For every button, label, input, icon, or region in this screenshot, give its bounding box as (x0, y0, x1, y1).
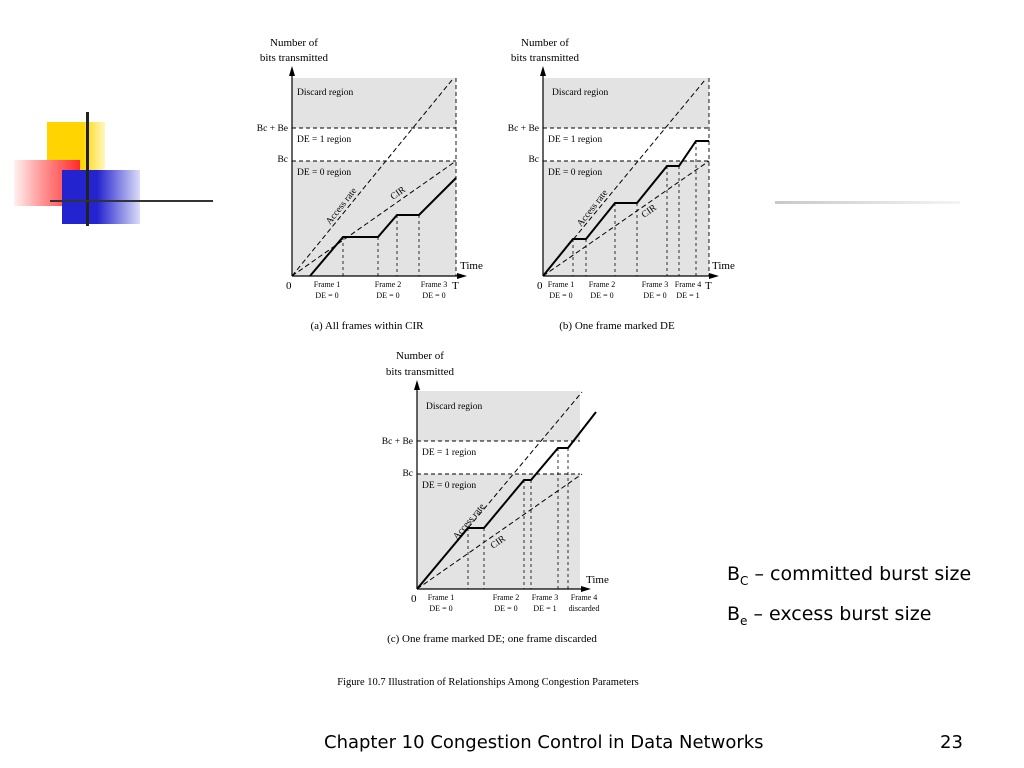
footer-page-number: 23 (940, 732, 963, 753)
panel-a-frame-1-de: DE = 0 (315, 291, 338, 300)
panel-b-cir-line (542, 160, 710, 277)
panel-c-frame-3-name: Frame 3 (532, 593, 558, 602)
panel-c-origin: 0 (411, 593, 417, 605)
legend-bc-text: – committed burst size (748, 563, 972, 585)
panel-a-de1-label: DE = 1 region (297, 135, 351, 145)
panel-a-frame-1-name: Frame 1 (314, 280, 340, 289)
panel-b-ylabel-2: bits transmitted (511, 52, 580, 64)
panel-b-discard-label: Discard region (552, 88, 608, 98)
panel-a-time-label: Time (460, 260, 483, 272)
panel-b-bc-label: Bc (528, 155, 539, 165)
panel-b-frame-3-de: DE = 0 (643, 291, 666, 300)
decor-horizontal-line (50, 200, 213, 202)
panel-c-frame-3-de: DE = 1 (533, 604, 556, 613)
panel-c-frame-1-name: Frame 1 (428, 593, 454, 602)
legend-be-text: – excess burst size (747, 603, 932, 625)
panel-b-de1-region (543, 128, 709, 161)
panel-b-discard-region (543, 78, 709, 128)
decor-blue-square (62, 170, 140, 224)
panel-a-de1-region (292, 128, 456, 161)
panel-c: Number of bits transmitted Discard regio… (382, 350, 609, 645)
panel-b-frame-2-name: Frame 2 (589, 280, 615, 289)
panel-a-access-rate-line (291, 79, 453, 277)
panel-c-caption: (c) One frame marked DE; one frame disca… (387, 633, 597, 645)
panel-a-bc-label: Bc (277, 155, 288, 165)
panel-b-origin: 0 (537, 280, 543, 292)
panel-b-de0-label: DE = 0 region (548, 168, 602, 178)
panel-c-frame-2-de: DE = 0 (494, 604, 517, 613)
panel-b-de1-label: DE = 1 region (548, 135, 602, 145)
panel-c-discard-region (417, 391, 580, 441)
panel-b-bcbe-label: Bc + Be (508, 124, 539, 134)
legend-be-subscript: e (740, 613, 748, 628)
legend-bc-subscript: C (740, 573, 749, 588)
panel-a-frame-3-name: Frame 3 (421, 280, 447, 289)
panel-a-frame-2-name: Frame 2 (375, 280, 401, 289)
panel-a-discard-label: Discard region (297, 88, 353, 98)
panel-b-caption: (b) One frame marked DE (559, 320, 675, 332)
panel-b-frame-1-de: DE = 0 (549, 291, 572, 300)
panel-a-bcbe-label: Bc + Be (257, 124, 288, 134)
panel-a: Number of bits transmitted Discard regio… (257, 37, 483, 332)
panel-c-frame-1-de: DE = 0 (429, 604, 452, 613)
panel-a-caption: (a) All frames within CIR (310, 320, 424, 332)
panel-a-t-label: T (452, 280, 459, 292)
panel-c-de0-region (417, 474, 580, 589)
panel-a-origin: 0 (286, 280, 292, 292)
panel-b-time-label: Time (712, 260, 735, 272)
panel-c-ylabel-2: bits transmitted (386, 366, 455, 378)
panel-a-ylabel-2: bits transmitted (260, 52, 329, 64)
panel-c-bcbe-label: Bc + Be (382, 437, 413, 447)
legend-bc: BC – committed burst size (727, 563, 971, 588)
panel-a-traffic-curve (309, 177, 457, 277)
panel-a-discard-region (292, 78, 456, 128)
legend-be-symbol: B (727, 603, 741, 625)
panel-c-de0-label: DE = 0 region (422, 481, 476, 491)
panel-c-frame-4-name: Frame 4 (571, 593, 597, 602)
panel-b-t-label: T (705, 280, 712, 292)
panel-b: Number of bits transmitted Discard regio… (508, 37, 735, 332)
panel-c-frame-4-de: discarded (569, 604, 600, 613)
panel-c-de1-label: DE = 1 region (422, 448, 476, 458)
decor-right-rule (775, 201, 960, 204)
panel-c-traffic-curve (416, 411, 597, 590)
panel-c-ylabel-1: Number of (396, 350, 444, 362)
panel-c-time-label: Time (586, 574, 609, 586)
panel-c-discard-label: Discard region (426, 402, 482, 412)
panel-a-frame-3-de: DE = 0 (422, 291, 445, 300)
panel-b-frame-4-name: Frame 4 (675, 280, 701, 289)
legend-bc-symbol: B (727, 563, 741, 585)
decor-vertical-line (86, 112, 89, 226)
panel-a-de0-label: DE = 0 region (297, 168, 351, 178)
panel-c-bc-label: Bc (402, 469, 413, 479)
panel-b-frame-4-de: DE = 1 (676, 291, 699, 300)
panel-c-frame-2-name: Frame 2 (493, 593, 519, 602)
panel-a-ylabel-1: Number of (270, 37, 318, 49)
footer-chapter: Chapter 10 Congestion Control in Data Ne… (324, 732, 764, 753)
panel-a-frame-2-de: DE = 0 (376, 291, 399, 300)
panel-b-ylabel-1: Number of (521, 37, 569, 49)
panel-b-frame-1-name: Frame 1 (548, 280, 574, 289)
panel-b-frame-3-name: Frame 3 (642, 280, 668, 289)
figure-caption: Figure 10.7 Illustration of Relationship… (337, 677, 639, 688)
legend-be: Be – excess burst size (727, 603, 931, 628)
panel-a-cir-line (291, 160, 457, 277)
panel-c-cir-line (416, 473, 583, 590)
panel-c-de1-region (417, 441, 580, 474)
panel-b-frame-2-de: DE = 0 (590, 291, 613, 300)
